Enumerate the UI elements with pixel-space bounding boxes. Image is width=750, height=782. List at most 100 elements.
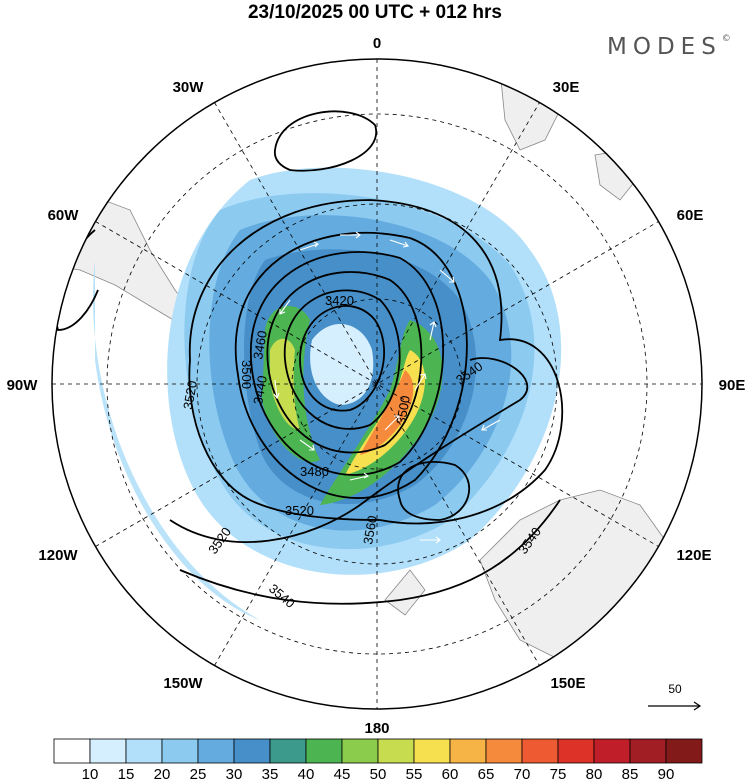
contour-label-3500-east: 3500 bbox=[393, 394, 413, 425]
colorbar-tick-label: 70 bbox=[514, 766, 531, 782]
contour-label-3440: 3440 bbox=[250, 374, 270, 405]
colorbar-tick-label: 10 bbox=[82, 766, 99, 782]
lon-label-120w: 120W bbox=[38, 547, 78, 564]
shade-core-low bbox=[310, 323, 374, 405]
lon-label-90w: 90W bbox=[7, 377, 39, 394]
lon-label-120e: 120E bbox=[676, 547, 711, 564]
lon-label-180: 180 bbox=[364, 720, 389, 737]
wind-arrow bbox=[389, 239, 409, 248]
wind-arrow bbox=[136, 319, 144, 340]
reference-vector: 50 bbox=[648, 682, 702, 711]
lon-label-0: 0 bbox=[373, 35, 381, 52]
contour-label-3540-sw: 3540 bbox=[266, 581, 298, 611]
contour-3480 bbox=[249, 251, 444, 476]
lon-label-150w: 150W bbox=[163, 675, 203, 692]
map-title: 23/10/2025 00 UTC + 012 hrs bbox=[247, 2, 503, 23]
contour-label-3460: 3460 bbox=[250, 329, 270, 360]
reference-vector-label: 50 bbox=[668, 682, 682, 696]
colorbar-swatch bbox=[521, 738, 559, 764]
reference-vector-head bbox=[693, 701, 702, 711]
colorbar-swatch bbox=[269, 738, 307, 764]
wind-arrow bbox=[439, 269, 455, 283]
height-contours bbox=[55, 110, 564, 605]
contour-3560 bbox=[397, 461, 471, 521]
colorbar-swatch bbox=[197, 738, 235, 764]
colorbar-swatch bbox=[53, 738, 91, 764]
contour-3540 bbox=[169, 357, 561, 605]
shade-streak-65 bbox=[360, 370, 414, 455]
wind-arrow bbox=[420, 536, 441, 544]
contour-3440 bbox=[283, 289, 401, 430]
colorbar-tick-label: 85 bbox=[622, 766, 639, 782]
colorbar-swatch bbox=[557, 738, 595, 764]
colorbar-tick-label: 80 bbox=[586, 766, 603, 782]
lon-label-90e: 90E bbox=[719, 377, 746, 394]
colorbar-tick-label: 35 bbox=[262, 766, 279, 782]
wind-vectors bbox=[136, 231, 501, 544]
colorbar-tick-label: 20 bbox=[154, 766, 171, 782]
colorbar-tick-label: 55 bbox=[406, 766, 423, 782]
wind-arrow bbox=[340, 231, 361, 239]
colorbar-swatch bbox=[341, 738, 379, 764]
contour-label-3420: 3420 bbox=[325, 293, 354, 308]
colorbar-swatch bbox=[377, 738, 415, 764]
wind-arrow bbox=[279, 299, 291, 315]
colorbar-tick-label: 90 bbox=[658, 766, 675, 782]
colorbar-swatch bbox=[593, 738, 631, 764]
wind-arrow bbox=[429, 321, 437, 341]
colorbar-tick-label: 50 bbox=[370, 766, 387, 782]
wind-arrow bbox=[299, 439, 315, 451]
wind-arrow bbox=[349, 472, 370, 481]
land-africa bbox=[499, 59, 601, 151]
land-madagascar bbox=[594, 149, 641, 201]
wind-arrow bbox=[481, 419, 501, 431]
colorbar-tick-label: 25 bbox=[190, 766, 207, 782]
colorbar-swatch bbox=[233, 738, 271, 764]
contour-label-3560: 3560 bbox=[360, 514, 380, 545]
contour-label-3520-south: 3520 bbox=[285, 503, 314, 518]
contour-label-3520-west: 3520 bbox=[180, 379, 200, 410]
colorbar-tick-label: 65 bbox=[478, 766, 495, 782]
lon-label-60e: 60E bbox=[677, 207, 704, 224]
lon-label-30e: 30E bbox=[553, 79, 580, 96]
longitude-labels: 0 30W 30E 60W 60E 90W 90E 120W 120E 150W… bbox=[7, 35, 746, 737]
wind-arrow bbox=[146, 430, 154, 451]
colorbar-tick-label: 45 bbox=[334, 766, 351, 782]
graticule bbox=[52, 59, 702, 709]
colorbar-swatch bbox=[449, 738, 487, 764]
colorbar-swatch bbox=[125, 738, 163, 764]
colorbar-swatch bbox=[305, 738, 343, 764]
brand-mark: © bbox=[721, 34, 731, 44]
brand-logo: MODES© bbox=[607, 34, 731, 60]
contour-label-3500-west: 3500 bbox=[239, 360, 254, 389]
contour-3420 bbox=[299, 305, 385, 412]
map-boundary bbox=[51, 58, 703, 710]
wind-arrow bbox=[273, 379, 280, 400]
colorbar-swatch bbox=[413, 738, 451, 764]
colorbar-tick-label: 30 bbox=[226, 766, 243, 782]
colorbar-tick-label: 40 bbox=[298, 766, 315, 782]
colorbar-swatch bbox=[485, 738, 523, 764]
colorbar-tick-label: 75 bbox=[550, 766, 567, 782]
colorbar-swatch bbox=[161, 738, 199, 764]
colorbar-tick-label: 15 bbox=[118, 766, 135, 782]
lon-label-150e: 150E bbox=[550, 675, 585, 692]
colorbar-swatch bbox=[665, 738, 703, 764]
land-new-zealand bbox=[384, 569, 426, 616]
contour-3520 bbox=[188, 199, 564, 525]
contour-3460 bbox=[266, 271, 423, 454]
brand-text: MODES bbox=[607, 34, 722, 60]
shade-ring-15 bbox=[92, 260, 260, 620]
lon-label-30w: 30W bbox=[173, 79, 205, 96]
colorbar: 10 15 20 25 30 35 40 45 50 55 60 65 70 75 80 85 90 bbox=[53, 738, 703, 782]
contour-high-north bbox=[273, 110, 378, 172]
wind-arrow bbox=[414, 373, 427, 391]
colorbar-swatch bbox=[89, 738, 127, 764]
contour-label-3480: 3480 bbox=[300, 464, 329, 479]
wind-arrow bbox=[299, 241, 319, 251]
contour-3500 bbox=[234, 231, 468, 499]
wind-arrow bbox=[384, 415, 400, 431]
colorbar-swatch bbox=[629, 738, 667, 764]
lon-label-60w: 60W bbox=[48, 207, 80, 224]
